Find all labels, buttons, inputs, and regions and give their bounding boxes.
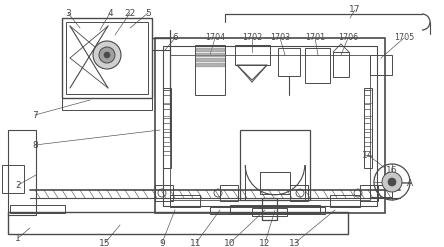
Text: 1706: 1706 — [338, 34, 358, 42]
Bar — [260, 172, 290, 194]
Bar — [305, 48, 330, 83]
Bar — [163, 46, 377, 206]
Text: 12: 12 — [259, 239, 271, 247]
Circle shape — [382, 172, 402, 192]
Text: 1701: 1701 — [305, 34, 325, 42]
Bar — [210, 207, 325, 214]
Text: 15: 15 — [99, 239, 111, 247]
Bar — [195, 45, 225, 95]
Text: 17: 17 — [349, 5, 361, 15]
Bar — [370, 55, 392, 75]
Bar — [330, 195, 360, 207]
Text: 2: 2 — [15, 181, 21, 189]
Text: 9: 9 — [159, 239, 165, 247]
Text: 8: 8 — [32, 141, 38, 149]
Bar — [230, 205, 320, 213]
Circle shape — [93, 41, 121, 69]
Bar — [66, 22, 148, 94]
Text: 13: 13 — [289, 239, 301, 247]
Text: 14: 14 — [362, 150, 374, 160]
Bar — [278, 48, 300, 76]
Bar — [10, 205, 65, 213]
Text: 11: 11 — [190, 239, 202, 247]
Text: 6: 6 — [172, 34, 178, 42]
Text: 16: 16 — [386, 165, 398, 174]
Text: 5: 5 — [145, 8, 151, 18]
Text: 1705: 1705 — [394, 34, 414, 42]
Bar — [170, 195, 200, 207]
Text: 1702: 1702 — [242, 34, 262, 42]
Bar — [370, 185, 392, 197]
Bar — [220, 185, 238, 201]
Text: 22: 22 — [124, 8, 135, 18]
Text: 10: 10 — [224, 239, 236, 247]
Circle shape — [104, 52, 110, 58]
Text: 4: 4 — [107, 8, 113, 18]
Circle shape — [99, 47, 115, 63]
Bar — [155, 38, 385, 213]
Bar — [290, 185, 308, 201]
Bar — [364, 88, 372, 168]
Bar — [360, 185, 378, 201]
Text: 1703: 1703 — [270, 34, 290, 42]
Bar — [62, 18, 152, 98]
Bar — [155, 185, 173, 201]
Text: 1: 1 — [15, 233, 21, 243]
Bar — [333, 52, 349, 77]
Circle shape — [388, 178, 396, 186]
Bar — [252, 208, 287, 216]
Bar — [170, 55, 370, 200]
Bar — [262, 198, 277, 220]
Bar — [235, 45, 270, 65]
Bar — [163, 88, 171, 168]
Bar — [62, 98, 152, 110]
Bar — [240, 130, 310, 200]
Bar — [8, 212, 348, 234]
Text: 1704: 1704 — [205, 34, 225, 42]
Text: 3: 3 — [65, 8, 71, 18]
Bar — [2, 165, 24, 193]
Bar — [8, 130, 36, 215]
Text: A: A — [407, 179, 413, 187]
Text: 7: 7 — [32, 110, 38, 120]
